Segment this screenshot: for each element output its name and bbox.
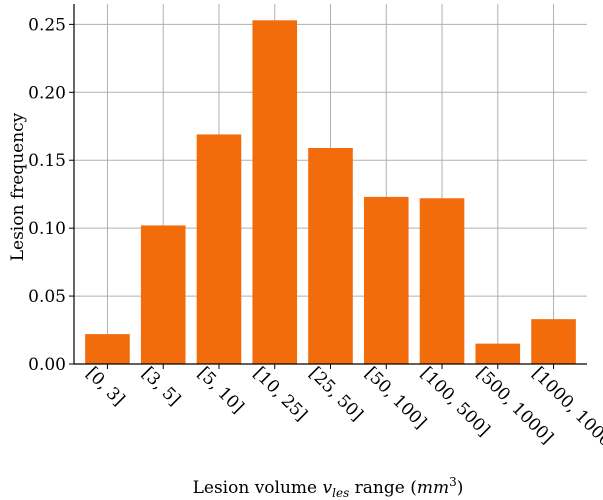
bar [531, 319, 576, 364]
bar [85, 334, 130, 364]
y-tick-label: 0.00 [28, 355, 66, 375]
bars [85, 20, 576, 365]
y-tick-label: 0.20 [28, 83, 66, 103]
x-tick-label: [10, 25] [249, 363, 311, 425]
x-title-unit: mm [417, 478, 449, 498]
y-tick-label: 0.05 [28, 287, 66, 307]
x-tick-label: [0, 3] [82, 363, 128, 409]
x-title-mid: range ( [349, 478, 417, 498]
y-tick-label: 0.15 [28, 151, 66, 171]
x-tick-label: [3, 5] [138, 363, 184, 409]
bar [252, 20, 298, 365]
y-tick-label: 0.10 [28, 219, 66, 239]
x-title-var-sub: les [332, 486, 349, 500]
bar [475, 343, 521, 364]
x-title-unit-sup: 3 [449, 475, 457, 489]
x-title-suffix: ) [457, 478, 464, 498]
y-tick-label: 0.25 [28, 15, 66, 35]
bar [140, 225, 186, 364]
x-tick-label: [5, 10] [193, 363, 247, 417]
bar [196, 134, 242, 364]
x-axis-title: Lesion volume vles range (mm3) [193, 475, 464, 500]
bar [363, 196, 409, 364]
x-tick-label: [1000, 10000] [528, 363, 603, 463]
x-title-prefix: Lesion volume [193, 478, 323, 498]
bar [308, 148, 353, 364]
x-tick-label: [25, 50] [305, 363, 367, 425]
bar [419, 198, 465, 364]
axes [69, 4, 587, 369]
x-title-var: v [323, 478, 333, 498]
y-axis-title: Lesion frequency [8, 112, 28, 261]
